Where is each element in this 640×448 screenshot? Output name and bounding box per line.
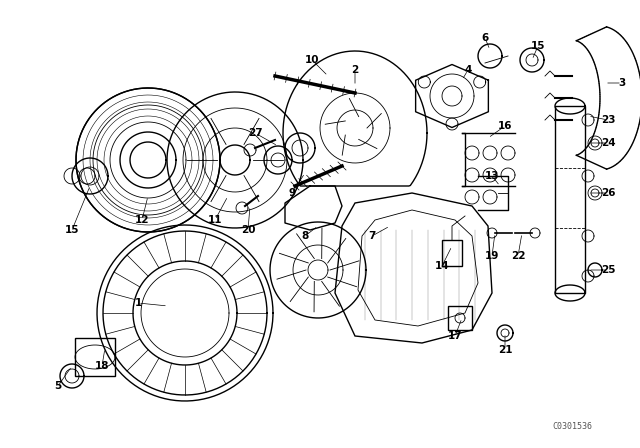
Text: 27: 27 — [248, 128, 262, 138]
Text: 8: 8 — [301, 231, 308, 241]
Text: 15: 15 — [65, 225, 79, 235]
Text: 3: 3 — [618, 78, 626, 88]
Text: C0301536: C0301536 — [552, 422, 592, 431]
Text: 18: 18 — [95, 361, 109, 371]
Text: 11: 11 — [208, 215, 222, 225]
Text: 16: 16 — [498, 121, 512, 131]
Text: 6: 6 — [481, 33, 488, 43]
Text: 20: 20 — [241, 225, 255, 235]
Text: 25: 25 — [601, 265, 615, 275]
Text: 4: 4 — [464, 65, 472, 75]
Text: 15: 15 — [531, 41, 545, 51]
Text: 1: 1 — [134, 298, 141, 308]
Text: 19: 19 — [485, 251, 499, 261]
Text: 12: 12 — [135, 215, 149, 225]
Text: 9: 9 — [289, 188, 296, 198]
Text: 2: 2 — [351, 65, 358, 75]
Text: 5: 5 — [54, 381, 61, 391]
Text: 17: 17 — [448, 331, 462, 341]
Text: 21: 21 — [498, 345, 512, 355]
Text: 22: 22 — [511, 251, 525, 261]
Text: 26: 26 — [601, 188, 615, 198]
Text: 24: 24 — [601, 138, 615, 148]
Text: 14: 14 — [435, 261, 449, 271]
Text: 7: 7 — [368, 231, 376, 241]
Text: 13: 13 — [484, 171, 499, 181]
Text: 23: 23 — [601, 115, 615, 125]
Text: 10: 10 — [305, 55, 319, 65]
